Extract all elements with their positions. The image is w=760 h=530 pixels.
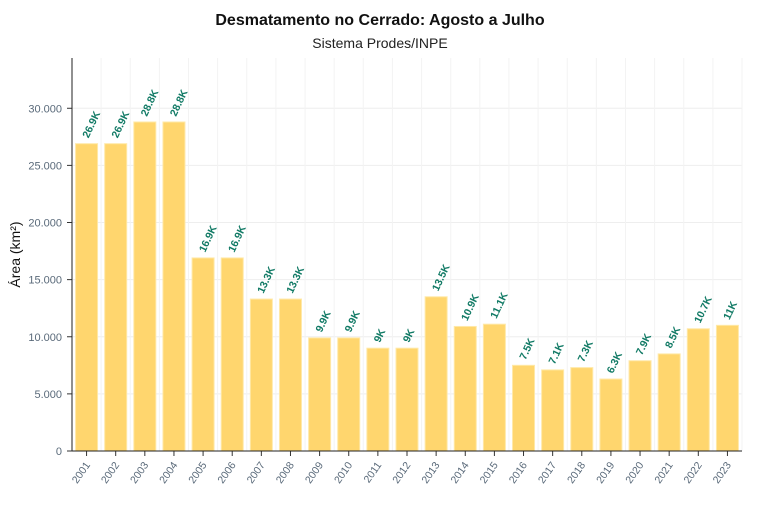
x-tick-label: 2013 [419, 460, 442, 486]
x-tick-label: 2007 [245, 460, 268, 486]
x-tick-label: 2015 [478, 460, 501, 486]
x-tick-label: 2017 [536, 460, 559, 486]
x-tick-label: 2016 [507, 460, 530, 486]
x-tick-label: 2011 [362, 460, 385, 486]
y-tick-label: 10.000 [28, 332, 62, 344]
bar [482, 323, 506, 452]
data-label: 28.8K [139, 87, 162, 118]
bar [628, 360, 652, 452]
data-label: 11.1K [488, 290, 511, 320]
bar [657, 353, 681, 452]
bar [366, 347, 390, 452]
bar [191, 257, 215, 452]
x-tick-label: 2008 [274, 460, 297, 486]
x-tick-label: 2022 [682, 460, 705, 486]
bar [220, 257, 244, 452]
bar [104, 143, 128, 452]
bar [424, 296, 448, 452]
data-label: 28.8K [168, 87, 191, 118]
data-label: 9K [372, 327, 389, 345]
y-tick-label: 0 [56, 446, 62, 458]
x-tick-label: 2012 [390, 460, 413, 486]
data-label: 7.9K [634, 331, 654, 357]
bar [686, 328, 710, 452]
bar [599, 378, 623, 452]
x-tick-label: 2002 [99, 460, 122, 486]
data-label: 8.5K [663, 325, 683, 351]
data-label: 16.9K [197, 223, 220, 254]
bar [395, 347, 419, 452]
data-label: 10.9K [459, 292, 482, 323]
bar [162, 121, 186, 452]
bar [249, 298, 273, 452]
data-label: 10.7K [692, 294, 715, 325]
data-label: 26.9K [110, 109, 133, 140]
x-tick-label: 2020 [623, 460, 646, 486]
bar [512, 364, 536, 452]
bar [278, 298, 302, 452]
chart-subtitle: Sistema Prodes/INPE [312, 35, 448, 51]
x-tick-label: 2021 [652, 460, 675, 486]
y-tick-label: 5.000 [34, 389, 62, 401]
x-tick-label: 2004 [157, 460, 180, 486]
data-label: 13.5K [430, 262, 453, 293]
y-tick-label: 20.000 [28, 218, 62, 230]
x-tick-label: 2023 [711, 460, 734, 486]
y-tick-label: 25.000 [28, 160, 62, 172]
x-tick-label: 2014 [448, 460, 471, 486]
data-label: 7.1K [546, 341, 566, 367]
data-label: 11K [721, 299, 740, 321]
data-label: 26.9K [80, 109, 103, 140]
x-tick-label: 2018 [565, 460, 588, 486]
bar [541, 369, 565, 452]
bar [308, 337, 332, 452]
x-tick-label: 2019 [594, 460, 617, 486]
x-tick-label: 2001 [70, 460, 93, 486]
data-label: 9.9K [313, 309, 333, 335]
data-label: 7.3K [576, 338, 596, 364]
bar [453, 325, 477, 452]
data-label: 9K [401, 327, 418, 345]
data-label: 6.3K [605, 350, 625, 376]
y-axis-label: Área (km²) [7, 221, 23, 287]
bar [75, 143, 99, 452]
x-tick-label: 2005 [186, 460, 209, 486]
x-tick-label: 2006 [215, 460, 238, 486]
data-label: 7.5K [517, 336, 537, 362]
bar [337, 337, 361, 452]
y-tick-label: 15.000 [28, 275, 62, 287]
chart-title: Desmatamento no Cerrado: Agosto a Julho [215, 12, 545, 29]
x-tick-label: 2009 [303, 460, 326, 486]
data-label: 16.9K [226, 223, 249, 254]
bar [133, 121, 157, 452]
data-label: 9.9K [343, 309, 363, 335]
x-tick-label: 2003 [128, 460, 151, 486]
x-tick-label: 2010 [332, 460, 355, 486]
bar [570, 367, 594, 452]
y-tick-label: 30.000 [28, 103, 62, 115]
bar [715, 324, 739, 452]
